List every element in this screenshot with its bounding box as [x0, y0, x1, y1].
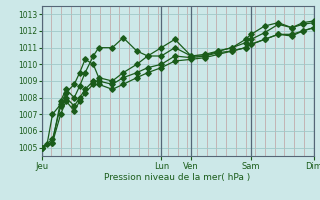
X-axis label: Pression niveau de la mer( hPa ): Pression niveau de la mer( hPa ) [104, 173, 251, 182]
